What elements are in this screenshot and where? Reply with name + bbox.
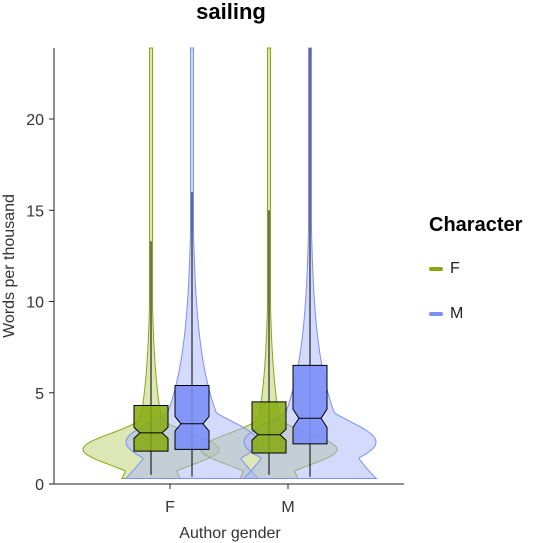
x-tick-label: M: [281, 499, 294, 516]
box-f-f: [133, 405, 169, 452]
chart-title: sailing: [196, 0, 266, 24]
y-tick-label: 20: [26, 112, 44, 129]
axes: [53, 48, 404, 485]
y-tick-label: 15: [26, 203, 44, 220]
legend-label-f: F: [450, 260, 460, 277]
y-tick-label: 0: [35, 477, 44, 494]
violin-layer: [82, 47, 378, 479]
legend-item-f[interactable]: F: [429, 259, 460, 279]
x-axis-label: Author gender: [179, 525, 281, 542]
box-m-m: [292, 364, 328, 445]
legend-label-m: M: [450, 305, 464, 322]
box-f-m: [251, 401, 287, 454]
legend-title: Character: [429, 214, 523, 236]
y-tick-label: 10: [26, 295, 44, 312]
legend-item-m[interactable]: M: [429, 304, 463, 324]
legend-swatch-f: [429, 267, 443, 271]
x-tick-label: F: [165, 499, 175, 516]
y-ticks: 0 5 10 15 20: [26, 112, 54, 494]
y-axis-label: Words per thousand: [1, 194, 18, 338]
y-tick-label: 5: [35, 386, 44, 403]
box-m-f: [174, 384, 210, 450]
legend-swatch-m: [429, 312, 443, 316]
box-layer: [133, 48, 328, 477]
